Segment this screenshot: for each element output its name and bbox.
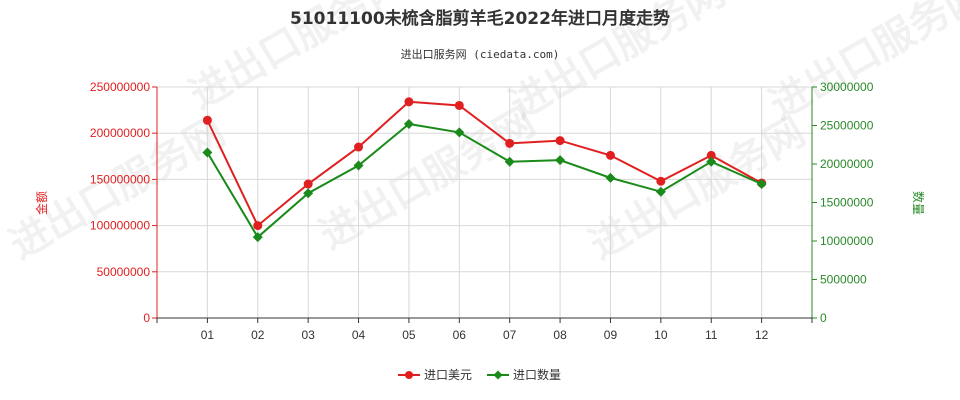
x-tick-label: 02: [251, 328, 265, 342]
left-tick-label: 150000000: [90, 172, 150, 186]
data-point-2: [252, 232, 263, 243]
legend-marker-1: [405, 371, 413, 379]
left-tick-label: 50000000: [97, 265, 151, 279]
x-tick-label: 08: [553, 328, 567, 342]
data-point-2: [655, 186, 666, 197]
watermark-text: 进出口服务网: [762, 0, 960, 129]
data-point-1: [656, 176, 666, 186]
x-tick-label: 11: [705, 328, 718, 342]
left-tick-label: 200000000: [90, 126, 150, 140]
series-line-1: [206, 100, 763, 228]
left-tick-label: 100000000: [90, 219, 150, 233]
x-axis-ticks: 01 02 03 04 05 06 07 08 09 10 11 12: [156, 318, 813, 342]
right-axis-ticks: 0 5000000 10000000 15000000 20000000 25000000…: [812, 80, 874, 325]
data-point-1: [555, 136, 565, 146]
right-tick-label: 0: [820, 311, 827, 325]
data-point-1: [303, 179, 313, 189]
x-tick-label: 12: [755, 328, 769, 342]
data-point-2: [353, 160, 364, 171]
legend-label-1: 进口美元: [424, 368, 472, 382]
legend-label-2: 进口数量: [513, 367, 561, 382]
x-tick-label: 01: [201, 328, 215, 342]
data-point-2: [303, 188, 314, 199]
x-tick-label: 10: [654, 328, 668, 342]
data-point-2: [504, 156, 515, 167]
chart-title: 51011100未梳含脂剪羊毛2022年进口月度走势: [290, 8, 670, 29]
left-axis-title: 金额: [34, 191, 49, 215]
x-tick-label: 07: [503, 328, 517, 342]
left-tick-label: 0: [143, 311, 150, 325]
left-tick-label: 250000000: [90, 80, 150, 94]
data-point-2: [555, 155, 566, 166]
data-point-2: [403, 118, 414, 129]
data-point-1: [605, 150, 615, 160]
right-tick-label: 30000000: [820, 80, 874, 94]
legend-marker-2: [493, 370, 503, 380]
data-point-2: [605, 172, 616, 183]
data-point-2: [454, 127, 465, 138]
x-tick-label: 09: [604, 328, 618, 342]
data-point-2: [202, 147, 213, 158]
right-tick-label: 10000000: [820, 234, 874, 248]
data-point-1: [404, 97, 414, 107]
left-axis-ticks: 0 50000000 100000000 150000000 200000000 2500…: [90, 80, 157, 325]
series-layer: [202, 97, 767, 243]
x-tick-label: 05: [402, 328, 416, 342]
x-tick-label: 03: [301, 328, 315, 342]
data-point-2: [756, 179, 767, 190]
data-point-1: [354, 142, 364, 152]
x-tick-label: 04: [352, 328, 366, 342]
chart-subtitle: 进出口服务网 (ciedata.com): [401, 47, 560, 61]
data-point-1: [253, 221, 263, 231]
right-tick-label: 25000000: [820, 119, 874, 133]
right-tick-label: 20000000: [820, 157, 874, 171]
data-point-1: [505, 138, 515, 148]
data-point-2: [706, 156, 717, 167]
series-line-2: [206, 122, 763, 239]
data-point-1: [706, 150, 716, 160]
right-axis-title: 数量: [911, 191, 926, 215]
right-tick-label: 5000000: [820, 273, 867, 287]
legend: 进口美元 进口数量: [398, 367, 561, 382]
data-point-1: [454, 100, 464, 110]
right-tick-label: 15000000: [820, 196, 874, 210]
x-tick-label: 06: [453, 328, 467, 342]
watermark-text: 进出口服务网: [312, 99, 543, 259]
data-point-1: [202, 115, 212, 125]
